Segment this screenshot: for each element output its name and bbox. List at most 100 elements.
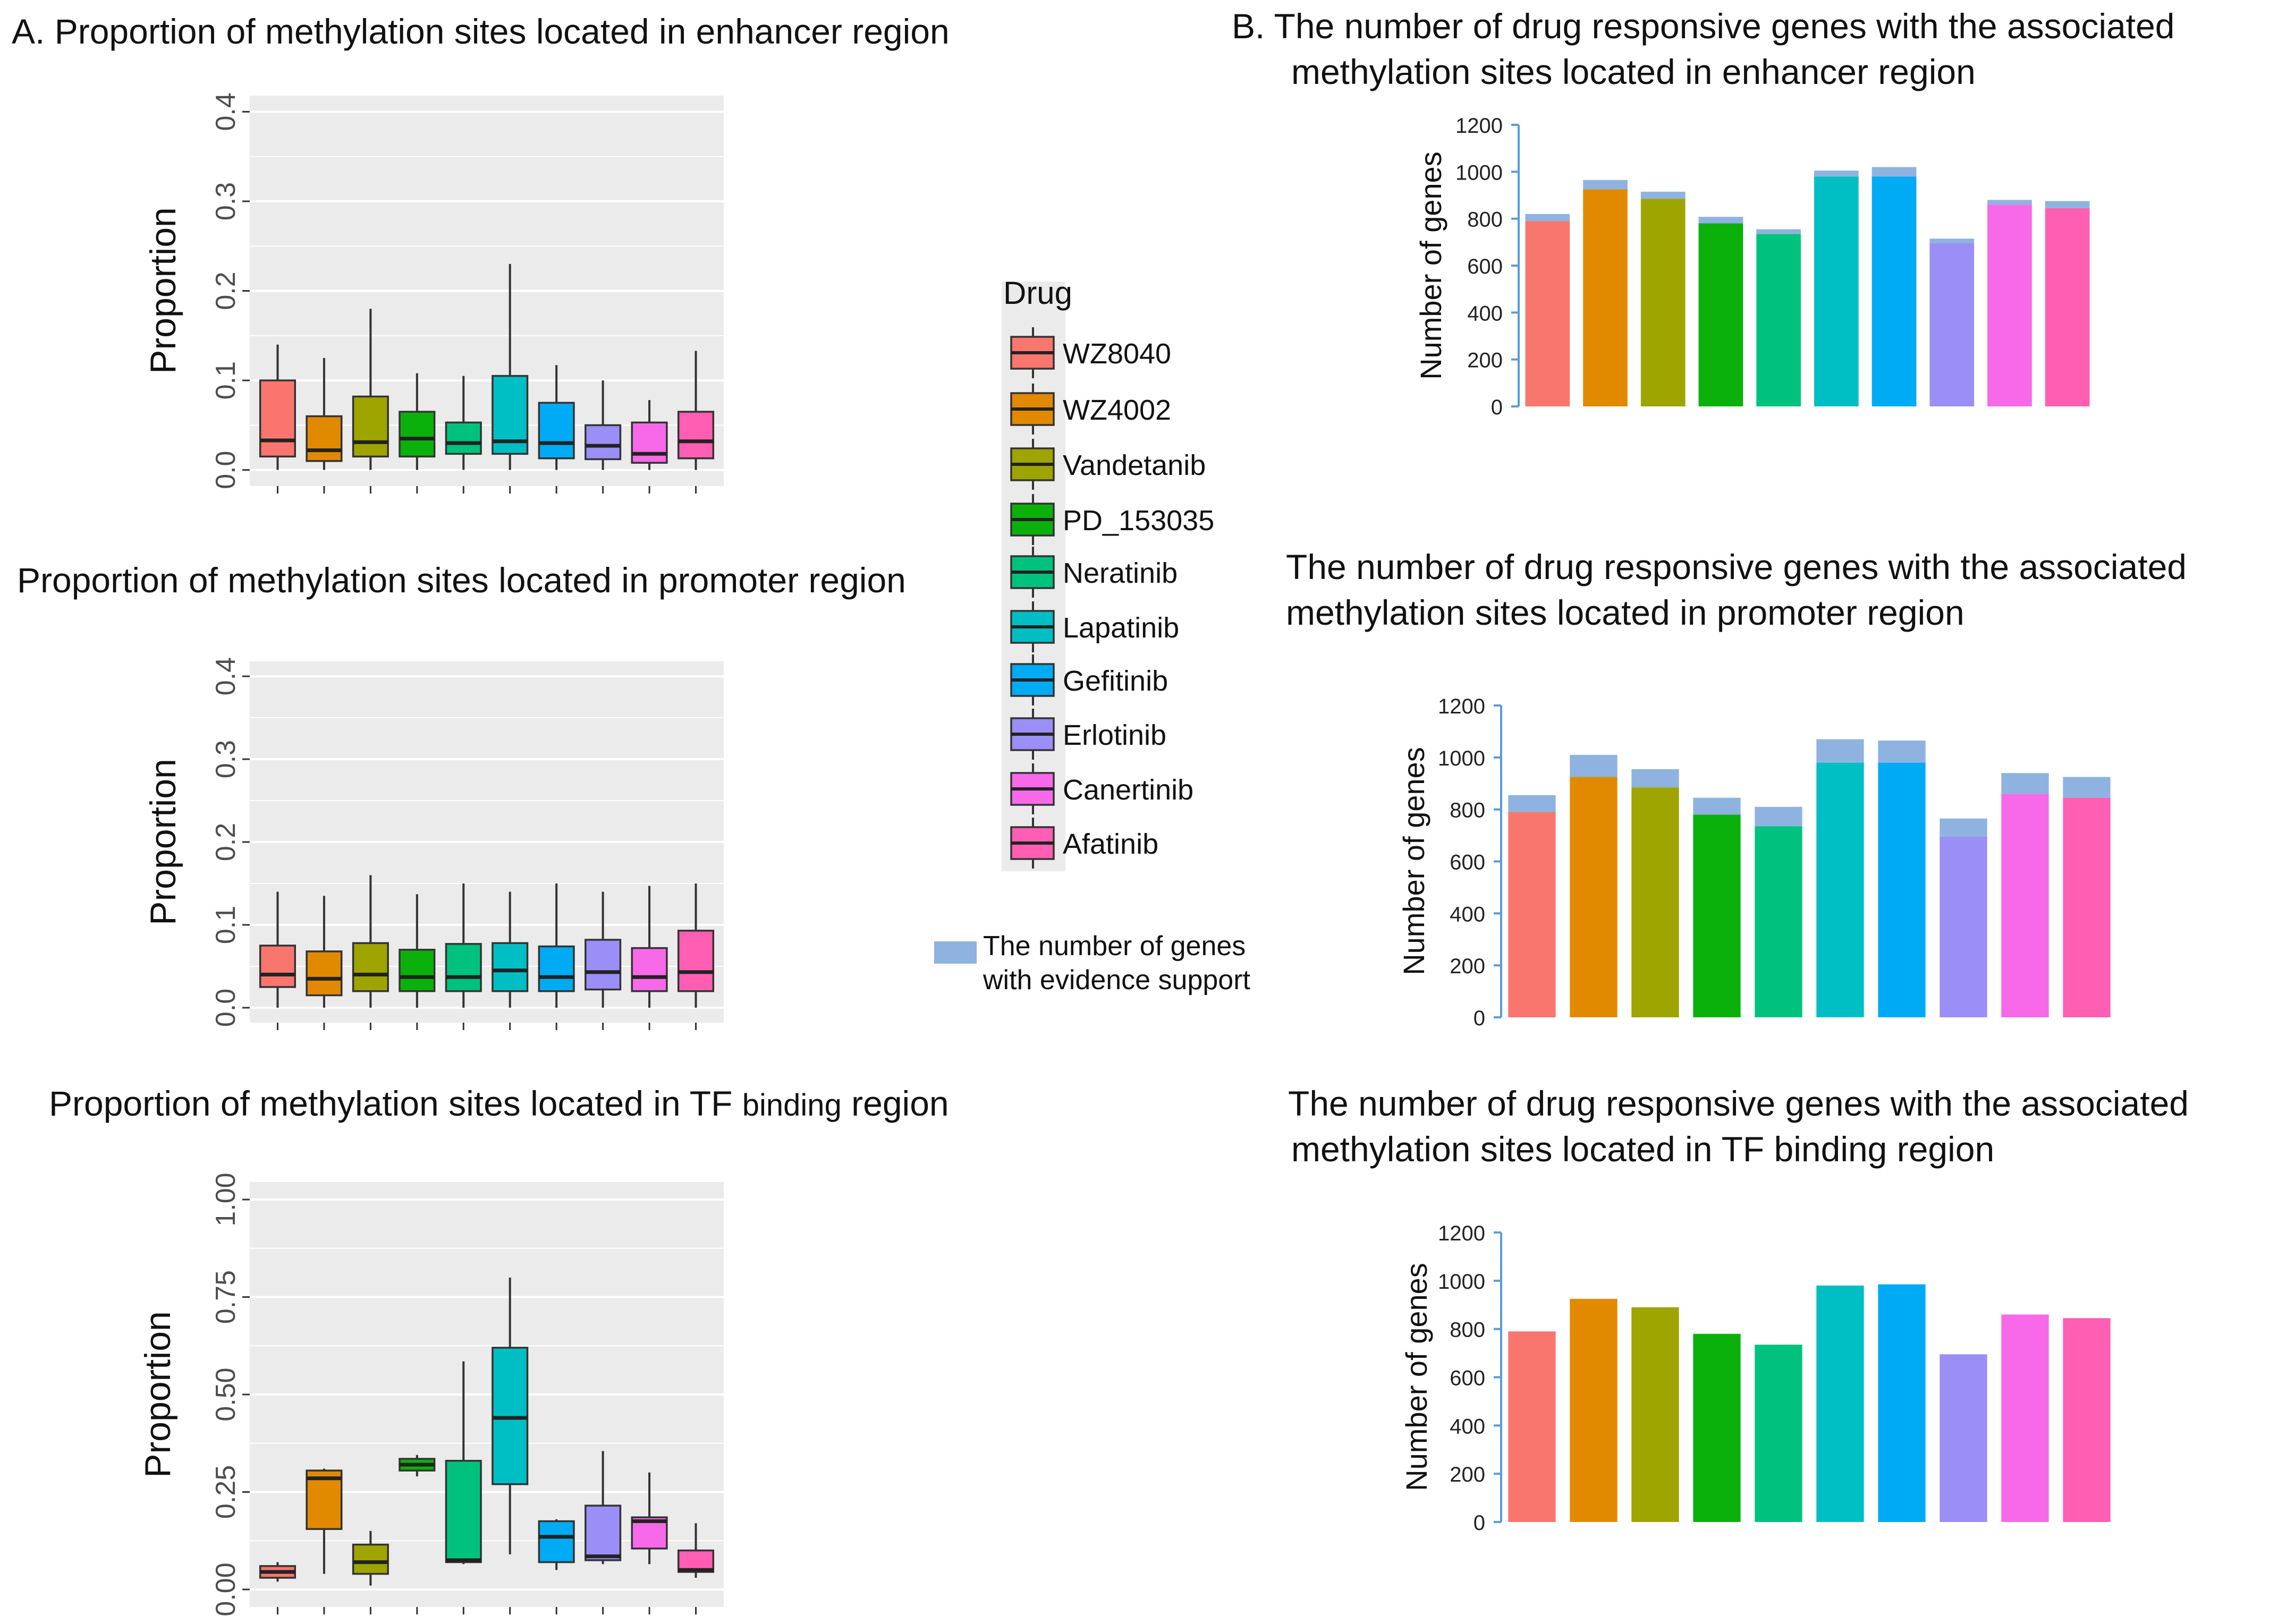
panel-a-label: A.: [12, 12, 45, 51]
y-axis-label: Number of genes: [1400, 1263, 1433, 1491]
y-tick-label: 0.4: [210, 92, 241, 131]
box-erlotinib: [585, 1504, 622, 1561]
box-erlotinib: [585, 424, 622, 461]
bar-neratinib: [1755, 826, 1802, 1017]
bar-evidence-vandetanib: [1631, 769, 1679, 788]
legend-label-canertinib: Canertinib: [1063, 774, 1193, 806]
bar-evidence-erlotinib: [1929, 239, 1975, 244]
bar-evidence-erlotinib: [1940, 818, 1987, 837]
legend-title: Drug: [1003, 275, 1072, 311]
box-pd_153035: [399, 949, 436, 992]
y-tick-label: 600: [1450, 1367, 1485, 1390]
y-tick-label: 1200: [1455, 114, 1503, 138]
legend-label-neratinib: Neratinib: [1063, 557, 1178, 589]
box-vandetanib: [352, 395, 389, 458]
bar-vandetanib: [1631, 1307, 1679, 1522]
bar-canertinib: [2001, 1314, 2049, 1522]
panel-b-title-tf-line2: methylation sites located in TF binding …: [1291, 1129, 1994, 1169]
y-tick-label: 600: [1467, 255, 1503, 278]
bar-wz4002: [1583, 189, 1628, 406]
panel-a-title-enhancer-text: Proportion of methylation sites located …: [55, 12, 950, 51]
y-tick-label: 0: [1473, 1007, 1485, 1030]
legend-label-erlotinib: Erlotinib: [1063, 719, 1166, 751]
box-vandetanib: [352, 1543, 389, 1575]
bar-pd_153035: [1698, 223, 1743, 406]
y-tick-label: 800: [1450, 1319, 1485, 1342]
y-tick-label: 1.00: [210, 1172, 241, 1226]
bar-evidence-gefitinib: [1871, 167, 1917, 177]
y-axis-label: Number of genes: [1414, 151, 1447, 380]
bar-lapatinib: [1814, 176, 1859, 406]
bar-vandetanib: [1640, 199, 1686, 406]
box-lapatinib: [492, 1347, 529, 1485]
enhancer-gene-count-barchart: 0 200 400 600 800 1000 1200 Number of genes: [1414, 114, 2090, 419]
panel-a-title-promoter: Proportion of methylation sites located …: [17, 560, 906, 600]
y-tick-label: 0.1: [210, 906, 241, 944]
panel-b-title-enhancer-line1: B. The number of drug responsive genes w…: [1232, 6, 2175, 46]
panel-b-title-enhancer-line2: methylation sites located in enhancer re…: [1291, 52, 1976, 91]
bar-neratinib: [1756, 234, 1801, 406]
promoter-gene-count-barchart: 0 200 400 600 800 1000 1200 Number of genes: [1397, 695, 2111, 1030]
y-tick-label: 0.0: [210, 451, 241, 489]
box-wz8040: [259, 945, 297, 988]
enhancer-proportion-boxplot: 0.0 0.1 0.2 0.3 0.4 Proportion: [143, 92, 724, 494]
bar-evidence-vandetanib: [1640, 191, 1686, 199]
panel-a-title-enhancer: A. Proportion of methylation sites locat…: [12, 12, 950, 51]
y-tick-label: 1000: [1438, 1270, 1485, 1294]
bar-evidence-wz4002: [1583, 180, 1628, 190]
box-pd_153035: [399, 411, 436, 458]
y-tick-label: 0.3: [210, 740, 241, 778]
bar-evidence-lapatinib: [1814, 171, 1859, 177]
y-tick-label: 0.75: [210, 1270, 241, 1324]
bar-lapatinib: [1816, 1285, 1864, 1522]
bar-wz8040: [1508, 812, 1556, 1017]
legend-label-vandetanib: Vandetanib: [1063, 449, 1206, 481]
box-neratinib: [445, 1460, 482, 1563]
box-wz8040: [259, 379, 297, 458]
y-tick-label: 1200: [1438, 1222, 1485, 1245]
y-tick-label: 0.25: [210, 1465, 241, 1519]
bar-gefitinib: [1878, 1284, 1926, 1522]
bar-erlotinib: [1940, 837, 1987, 1017]
bar-evidence-wz8040: [1525, 214, 1570, 222]
bar-erlotinib: [1929, 243, 1975, 406]
box-lapatinib: [492, 942, 529, 992]
box-wz4002: [306, 950, 343, 997]
bar-canertinib: [1987, 205, 2032, 406]
y-tick-label: 0.00: [210, 1562, 241, 1616]
drug-legend: Drug WZ8040 WZ4002 Vandetanib PD_153035 Nera…: [1002, 275, 1214, 871]
legend-label-lapatinib: Lapatinib: [1063, 612, 1179, 644]
promoter-proportion-boxplot: 0.0 0.1 0.2 0.3 0.4 Proportion: [143, 657, 724, 1030]
y-tick-label: 600: [1450, 851, 1485, 874]
evidence-legend-label-line2: with evidence support: [983, 965, 1251, 996]
evidence-legend-swatch: [934, 941, 977, 964]
bar-evidence-wz8040: [1508, 795, 1556, 812]
legend-label-gefitinib: Gefitinib: [1063, 665, 1168, 697]
y-tick-label: 0.2: [210, 271, 241, 310]
legend-label-pd_153035: PD_153035: [1063, 505, 1214, 537]
box-erlotinib: [585, 939, 622, 991]
legend-label-wz4002: WZ4002: [1063, 394, 1171, 426]
box-afatinib: [677, 930, 715, 992]
box-afatinib: [677, 411, 715, 460]
bar-evidence-pd_153035: [1698, 217, 1743, 224]
panel-a-title-tf: Proportion of methylation sites located …: [49, 1084, 949, 1123]
y-tick-label: 0: [1473, 1511, 1485, 1535]
y-tick-label: 0.3: [210, 182, 241, 220]
bar-evidence-afatinib: [2063, 777, 2111, 798]
bar-evidence-neratinib: [1755, 806, 1802, 827]
y-tick-label: 200: [1450, 1463, 1485, 1486]
bar-vandetanib: [1631, 787, 1679, 1017]
y-tick-label: 1000: [1455, 161, 1503, 184]
bar-afatinib: [2063, 1318, 2111, 1522]
tf-binding-proportion-boxplot: 0.00 0.25 0.50 0.75 1.00 Proportion: [138, 1172, 724, 1617]
evidence-legend-label-line1: The number of genes: [983, 931, 1246, 962]
bar-wz8040: [1525, 221, 1570, 406]
y-tick-label: 800: [1450, 799, 1485, 822]
legend-label-wz8040: WZ8040: [1063, 338, 1171, 370]
bar-wz4002: [1570, 777, 1617, 1017]
y-tick-label: 1000: [1438, 747, 1485, 770]
bar-evidence-afatinib: [2045, 201, 2090, 208]
